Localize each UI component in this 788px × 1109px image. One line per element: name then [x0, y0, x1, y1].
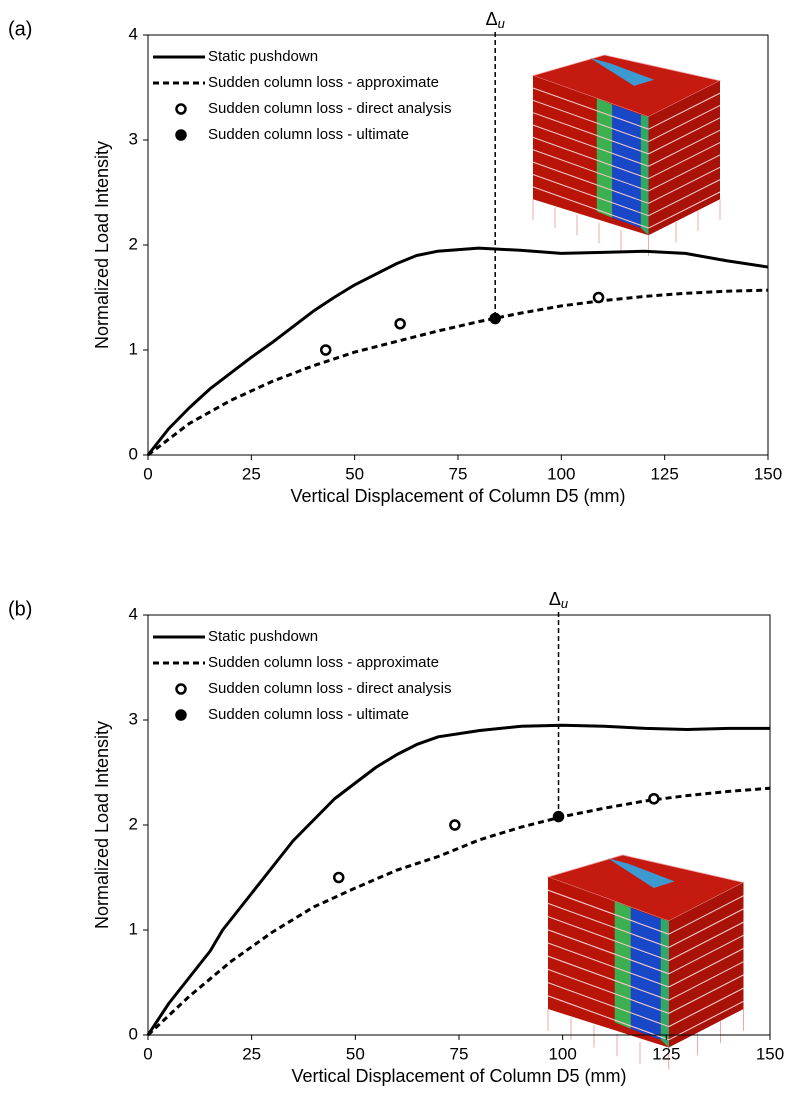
data-point [554, 812, 563, 821]
x-tick-label: 50 [345, 464, 364, 483]
annotation-subscript: u [498, 16, 505, 31]
legend-swatch [177, 711, 186, 720]
legend-swatch [177, 685, 186, 694]
y-tick-label: 1 [129, 339, 138, 358]
x-tick-label: 75 [450, 1044, 469, 1063]
building-inset [533, 55, 720, 256]
legend-label: Sudden column loss - approximate [208, 654, 439, 671]
x-tick-label: 50 [346, 1044, 365, 1063]
x-tick-label: 150 [754, 464, 782, 483]
building-inset [548, 855, 744, 1070]
panel-label: (a) [8, 18, 32, 40]
x-tick-label: 125 [650, 464, 678, 483]
x-tick-label: 150 [756, 1044, 784, 1063]
legend-label: Sudden column loss - ultimate [208, 706, 409, 723]
legend-swatch [177, 105, 186, 114]
y-tick-label: 3 [129, 129, 138, 148]
y-tick-label: 2 [129, 814, 138, 833]
x-tick-label: 25 [242, 464, 261, 483]
x-axis-label: Vertical Displacement of Column D5 (mm) [291, 1066, 626, 1086]
data-point [396, 319, 405, 328]
data-point [334, 873, 343, 882]
data-point [450, 821, 459, 830]
annotation: Δu [486, 9, 505, 32]
y-tick-label: 0 [129, 1024, 138, 1043]
legend-label: Sudden column loss - ultimate [208, 126, 409, 143]
y-axis-label: Normalized Load Intensity [92, 141, 112, 349]
series-line [148, 290, 768, 455]
x-tick-label: 25 [242, 1044, 261, 1063]
legend-swatch [177, 131, 186, 140]
y-axis-label: Normalized Load Intensity [92, 721, 112, 929]
x-tick-label: 0 [143, 1044, 152, 1063]
y-tick-label: 2 [129, 234, 138, 253]
x-tick-label: 100 [548, 1044, 576, 1063]
legend-label: Static pushdown [208, 628, 318, 645]
y-tick-label: 0 [129, 444, 138, 463]
data-point [491, 314, 500, 323]
data-point [321, 346, 330, 355]
y-tick-label: 3 [129, 709, 138, 728]
legend-label: Sudden column loss - approximate [208, 74, 439, 91]
x-tick-label: 75 [449, 464, 468, 483]
series-line [148, 248, 768, 455]
y-tick-label: 1 [129, 919, 138, 938]
x-tick-label: 0 [143, 464, 152, 483]
figure: (a)025507510012515001234Vertical Displac… [0, 0, 788, 1109]
x-axis-label: Vertical Displacement of Column D5 (mm) [290, 486, 625, 506]
y-tick-label: 4 [129, 604, 138, 623]
legend-label: Sudden column loss - direct analysis [208, 680, 451, 697]
annotation-symbol: Δ [486, 9, 498, 29]
annotation-subscript: u [561, 596, 568, 611]
legend-label: Sudden column loss - direct analysis [208, 100, 451, 117]
data-point [594, 293, 603, 302]
y-tick-label: 4 [129, 24, 138, 43]
annotation: Δu [549, 589, 568, 612]
x-tick-label: 100 [547, 464, 575, 483]
data-point [649, 794, 658, 803]
panel-label: (b) [8, 598, 32, 620]
annotation-symbol: Δ [549, 589, 561, 609]
x-tick-label: 125 [652, 1044, 680, 1063]
legend-label: Static pushdown [208, 48, 318, 65]
